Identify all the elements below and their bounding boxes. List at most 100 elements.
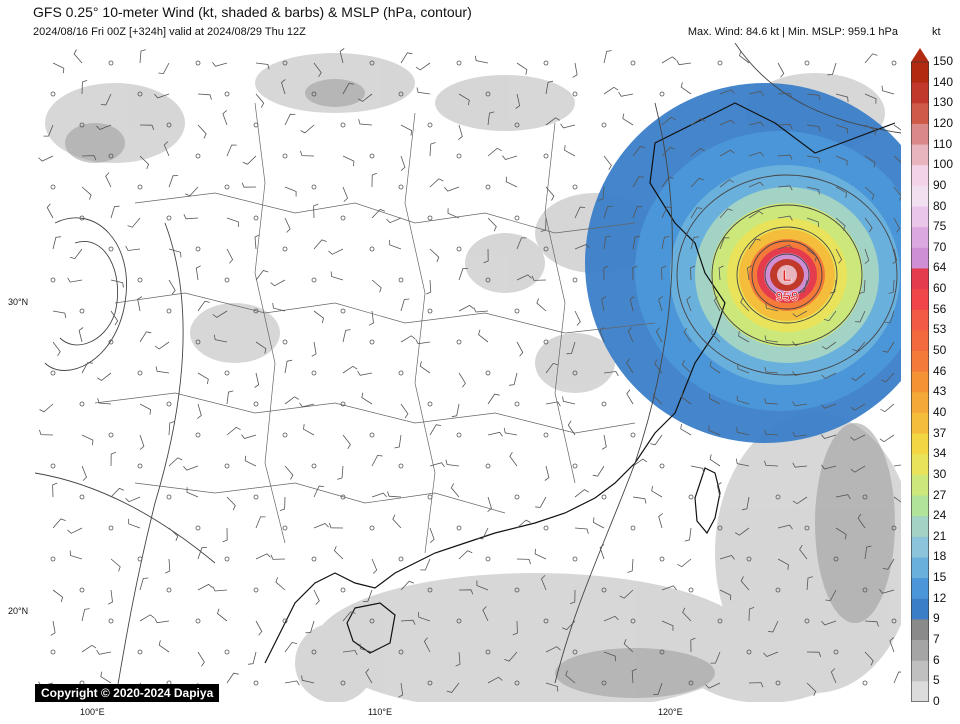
wind-barb bbox=[864, 217, 873, 233]
colorbar-swatch bbox=[911, 62, 929, 84]
wind-barb bbox=[46, 203, 54, 219]
wind-barb bbox=[661, 585, 677, 591]
calm-wind-marker bbox=[775, 494, 781, 500]
wind-barb bbox=[881, 85, 895, 95]
wind-barb bbox=[746, 265, 752, 281]
wind-barb bbox=[139, 124, 155, 131]
wind-barb bbox=[806, 651, 822, 658]
wind-barb bbox=[168, 175, 179, 188]
wind-barb bbox=[137, 296, 143, 312]
wind-barb bbox=[792, 370, 808, 376]
colorbar-swatch bbox=[911, 206, 929, 228]
wind-barb bbox=[690, 177, 704, 188]
wind-barb bbox=[748, 210, 764, 219]
calm-wind-marker bbox=[804, 618, 810, 624]
wind-barb bbox=[447, 208, 460, 219]
calm-wind-marker bbox=[369, 246, 375, 252]
colorbar-swatch bbox=[911, 247, 929, 269]
wind-barb bbox=[540, 217, 547, 232]
wind-barb bbox=[632, 206, 643, 219]
wind-barb bbox=[458, 372, 466, 388]
wind-barb bbox=[52, 518, 66, 529]
wind-barb bbox=[806, 186, 820, 195]
wind-barb bbox=[562, 396, 576, 405]
wind-barb bbox=[622, 113, 634, 126]
wind-barb bbox=[69, 550, 83, 560]
wind-barb bbox=[719, 119, 735, 126]
wind-barb bbox=[400, 403, 409, 419]
wind-barb bbox=[627, 558, 634, 573]
wind-barb bbox=[603, 235, 611, 250]
wind-barb bbox=[255, 62, 270, 70]
wind-barb bbox=[719, 555, 735, 560]
wind-barb bbox=[255, 620, 263, 636]
wind-barb bbox=[516, 237, 527, 250]
colorbar-swatch bbox=[911, 309, 929, 331]
wind-barb bbox=[821, 372, 837, 379]
colorbar bbox=[911, 48, 929, 702]
wind-barb bbox=[313, 523, 329, 529]
calm-wind-marker bbox=[224, 184, 230, 190]
calm-wind-marker bbox=[543, 60, 549, 66]
wind-barb bbox=[105, 172, 112, 188]
calm-wind-marker bbox=[543, 525, 549, 531]
calm-wind-marker bbox=[79, 587, 85, 593]
wind-barb bbox=[139, 434, 145, 450]
wind-barb bbox=[270, 554, 286, 560]
wind-barb bbox=[690, 236, 700, 250]
wind-barb bbox=[690, 207, 703, 219]
wind-barb bbox=[603, 651, 616, 662]
wind-barb bbox=[371, 454, 383, 467]
calm-wind-marker bbox=[50, 277, 56, 283]
lon-label-100e: 100°E bbox=[80, 707, 105, 717]
wind-barb bbox=[139, 155, 150, 170]
calm-wind-marker bbox=[833, 556, 839, 562]
calm-wind-marker bbox=[137, 370, 143, 376]
stats-readout: Max. Wind: 84.6 kt | Min. MSLP: 959.1 hP… bbox=[687, 26, 898, 38]
wind-barb bbox=[458, 268, 468, 281]
wind-barb bbox=[450, 483, 460, 498]
calm-wind-marker bbox=[369, 432, 375, 438]
calm-wind-marker bbox=[659, 556, 665, 562]
calm-wind-marker bbox=[862, 494, 868, 500]
wind-barb bbox=[764, 460, 779, 467]
calm-wind-marker bbox=[79, 215, 85, 221]
weather-map: L 959 bbox=[35, 43, 901, 702]
calm-wind-marker bbox=[427, 401, 433, 407]
calm-wind-marker bbox=[543, 432, 549, 438]
wind-barb bbox=[429, 248, 440, 262]
wind-barb bbox=[487, 676, 503, 684]
calm-wind-marker bbox=[108, 432, 114, 438]
calm-wind-marker bbox=[108, 339, 114, 345]
calm-wind-marker bbox=[224, 370, 230, 376]
calm-wind-marker bbox=[224, 556, 230, 562]
isobars bbox=[35, 43, 901, 702]
calm-wind-marker bbox=[630, 432, 636, 438]
wind-barb bbox=[740, 297, 750, 312]
colorbar-label: 24 bbox=[933, 508, 947, 523]
wind-barb bbox=[516, 558, 531, 565]
wind-barb bbox=[339, 48, 345, 64]
calm-wind-marker bbox=[50, 184, 56, 190]
calm-wind-marker bbox=[224, 91, 230, 97]
colorbar-label: 120 bbox=[933, 115, 954, 130]
wind-barb bbox=[661, 206, 673, 219]
wind-barb bbox=[711, 328, 721, 343]
wind-barb bbox=[52, 310, 67, 319]
wind-barb bbox=[719, 149, 735, 157]
wind-barb bbox=[792, 462, 808, 468]
wind-barb bbox=[154, 341, 170, 350]
wind-barb bbox=[333, 545, 344, 560]
calm-wind-marker bbox=[50, 370, 56, 376]
calm-wind-marker bbox=[398, 277, 404, 283]
colorbar-label: 27 bbox=[933, 487, 947, 502]
calm-wind-marker bbox=[804, 525, 810, 531]
calm-wind-marker bbox=[688, 494, 694, 500]
colorbar-swatch bbox=[911, 289, 929, 311]
wind-barb bbox=[893, 217, 901, 233]
calm-wind-marker bbox=[253, 122, 259, 128]
wind-barb bbox=[81, 80, 88, 95]
wind-barb bbox=[154, 93, 170, 99]
wind-barb bbox=[400, 298, 410, 312]
calm-wind-marker bbox=[166, 215, 172, 221]
